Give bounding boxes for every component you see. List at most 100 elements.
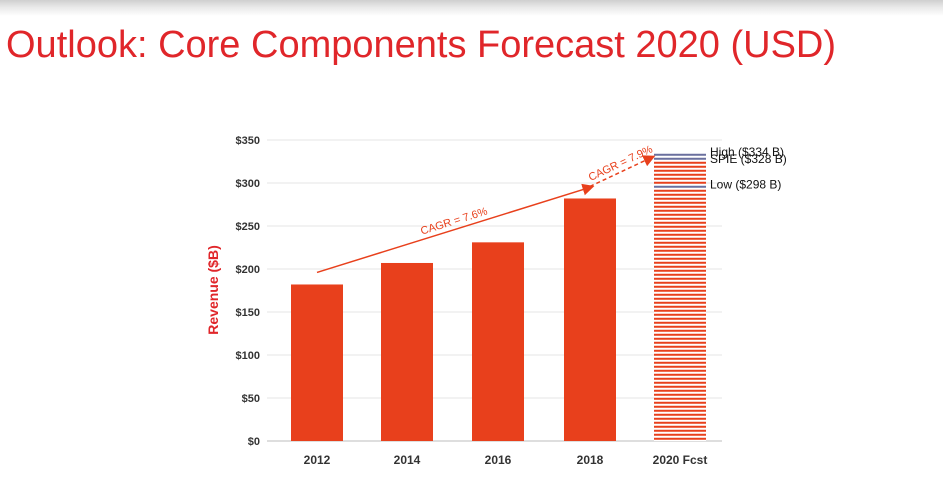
forecast-stripe — [654, 337, 706, 340]
bar-2016 — [472, 242, 524, 441]
forecast-stripe — [654, 273, 706, 276]
y-tick-label: $250 — [236, 221, 260, 233]
forecast-stripe — [654, 357, 706, 360]
forecast-stripe — [654, 393, 706, 396]
forecast-stripe — [654, 161, 706, 164]
x-category-label: 2012 — [304, 453, 331, 467]
y-axis-label: Revenue ($B) — [205, 245, 221, 334]
forecast-stripe — [654, 305, 706, 308]
slide-top-band — [0, 0, 943, 16]
forecast-stripe — [654, 373, 706, 376]
cagr-arrow — [316, 183, 595, 274]
forecast-stripe — [654, 209, 706, 212]
x-category-label: 2014 — [394, 453, 421, 467]
forecast-stripe — [654, 421, 706, 424]
bar-2012 — [291, 284, 343, 441]
forecast-stripe — [654, 285, 706, 288]
forecast-stripe — [654, 157, 706, 160]
forecast-stripe — [654, 241, 706, 244]
cagr-arrow — [589, 155, 656, 188]
forecast-stripe — [654, 173, 706, 176]
forecast-stripe — [654, 365, 706, 368]
cagr-label: CAGR = 7.9% — [587, 143, 655, 183]
forecast-stripe — [654, 233, 706, 236]
forecast-stripe — [654, 345, 706, 348]
forecast-stripe — [654, 177, 706, 180]
bars — [291, 153, 706, 441]
forecast-label-mid: SPIE ($328 B) — [710, 152, 787, 166]
forecast-stripe — [654, 229, 706, 232]
forecast-stripe — [654, 333, 706, 336]
forecast-label-high: High ($334 B) — [710, 145, 784, 159]
forecast-stripe — [654, 377, 706, 380]
forecast-stripe — [654, 361, 706, 364]
forecast-stripe — [654, 433, 706, 436]
forecast-bar — [654, 153, 706, 441]
forecast-stripe — [654, 221, 706, 224]
forecast-stripe — [654, 381, 706, 384]
forecast-stripe — [654, 369, 706, 372]
forecast-stripe — [654, 429, 706, 432]
bar-2014 — [381, 262, 433, 441]
forecast-stripe — [654, 341, 706, 344]
forecast-stripe — [654, 289, 706, 292]
forecast-stripe — [654, 169, 706, 172]
forecast-stripe — [654, 185, 706, 188]
forecast-stripe — [654, 313, 706, 316]
y-tick-label: $200 — [236, 264, 260, 276]
forecast-stripe — [654, 409, 706, 412]
forecast-stripe — [654, 197, 706, 200]
forecast-stripe — [654, 301, 706, 304]
forecast-stripe — [654, 401, 706, 404]
forecast-bar-bg — [654, 153, 706, 441]
bar-2018 — [564, 198, 616, 441]
forecast-stripe — [654, 385, 706, 388]
y-tick-label: $150 — [236, 307, 260, 319]
y-tick-label: $0 — [248, 436, 260, 448]
slide-title: Outlook: Core Components Forecast 2020 (… — [6, 24, 837, 66]
forecast-stripe — [654, 165, 706, 168]
forecast-stripe — [654, 297, 706, 300]
forecast-stripe — [654, 425, 706, 428]
forecast-stripe — [654, 417, 706, 420]
forecast-stripe — [654, 261, 706, 264]
forecast-stripe — [654, 237, 706, 240]
forecast-stripe — [654, 329, 706, 332]
forecast-stripe — [654, 257, 706, 260]
x-category-label: 2018 — [577, 453, 604, 467]
forecast-stripe — [654, 265, 706, 268]
forecast-stripe — [654, 405, 706, 408]
y-tick-label: $300 — [236, 178, 260, 190]
y-tick-label: $50 — [242, 393, 260, 405]
forecast-stripe — [654, 181, 706, 184]
x-axis-categories: 2012 2014 2016 2018 2020 Fcst — [304, 453, 708, 467]
forecast-stripe — [654, 413, 706, 416]
forecast-stripe — [654, 437, 706, 440]
forecast-stripe — [654, 325, 706, 328]
forecast-stripe — [654, 317, 706, 320]
forecast-stripe — [654, 277, 706, 280]
y-tick-label: $100 — [236, 350, 260, 362]
forecast-stripe — [654, 269, 706, 272]
forecast-stripe — [654, 389, 706, 392]
forecast-stripe — [654, 249, 706, 252]
forecast-stripe — [654, 353, 706, 356]
y-axis-ticks: $0 $50 $100 $150 $200 $250 $300 $350 — [236, 135, 260, 448]
forecast-stripe — [654, 193, 706, 196]
forecast-stripe — [654, 153, 706, 156]
forecast-stripe — [654, 201, 706, 204]
forecast-stripe — [654, 253, 706, 256]
forecast-stripe — [654, 293, 706, 296]
forecast-stripe — [654, 397, 706, 400]
x-category-label: 2020 Fcst — [653, 453, 708, 467]
forecast-stripe — [654, 309, 706, 312]
forecast-label-low: Low ($298 B) — [710, 178, 781, 192]
forecast-stripe — [654, 205, 706, 208]
forecast-stripe — [654, 349, 706, 352]
forecast-stripe — [654, 225, 706, 228]
y-tick-label: $350 — [236, 135, 260, 147]
forecast-stripe — [654, 189, 706, 192]
x-category-label: 2016 — [485, 453, 512, 467]
forecast-stripe — [654, 281, 706, 284]
